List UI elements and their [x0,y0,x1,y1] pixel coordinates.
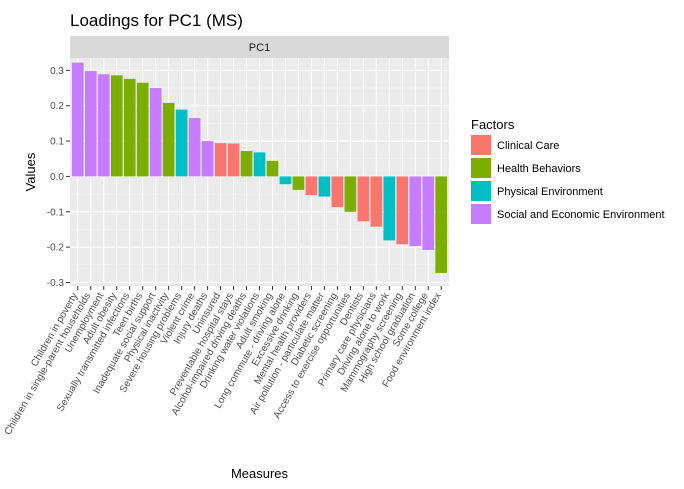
bar [149,88,162,177]
legend-label: Clinical Care [497,140,559,152]
legend: Factors Clinical Care Health Behaviors Phy… [471,117,665,224]
bar [123,78,136,177]
bar [422,176,435,250]
y-tick-label: 0.2 [50,101,64,112]
bar [188,118,201,177]
y-tick-label: -0.2 [47,243,65,254]
y-tick-label: 0.0 [50,172,64,183]
y-tick-label: 0.3 [50,66,64,77]
bar [201,141,214,177]
bar [110,75,123,177]
bar [292,176,305,190]
bar [331,176,344,208]
bar [279,176,292,185]
bar [266,160,279,177]
bar [318,176,331,197]
legend-swatch [471,204,491,224]
bar [214,143,227,177]
bar [344,176,357,212]
bar [240,150,253,177]
facet-strip [70,36,449,58]
legend-label: Health Behaviors [497,163,581,175]
bar [84,71,97,177]
y-axis-ticks: -0.3 -0.2 -0.1 0.0 0.1 0.2 0.3 [47,66,70,289]
bar [253,152,266,177]
x-axis-title: Measures [231,466,289,481]
chart-title: Loadings for PC1 (MS) [70,11,243,30]
bar [227,143,240,177]
bars [71,62,448,273]
bar [162,102,175,177]
bar [175,109,188,177]
legend-swatch [471,181,491,201]
facet-label: PC1 [249,42,270,54]
legend-label: Physical Environment [497,186,603,198]
bar [383,176,396,241]
legend-swatch [471,158,491,178]
bar [357,176,370,222]
legend-label: Social and Economic Environment [497,209,665,221]
y-axis-title: Values [23,152,38,191]
bar [396,176,409,245]
legend-swatch [471,135,491,155]
bar [409,176,422,247]
bar [370,176,383,227]
bar [71,62,84,177]
bar [435,176,448,273]
bar [305,176,318,196]
y-tick-label: -0.1 [47,207,65,218]
y-tick-label: 0.1 [50,137,64,148]
legend-title: Factors [471,117,515,132]
bar [136,82,149,177]
y-tick-label: -0.3 [47,278,65,289]
bar [97,74,110,177]
